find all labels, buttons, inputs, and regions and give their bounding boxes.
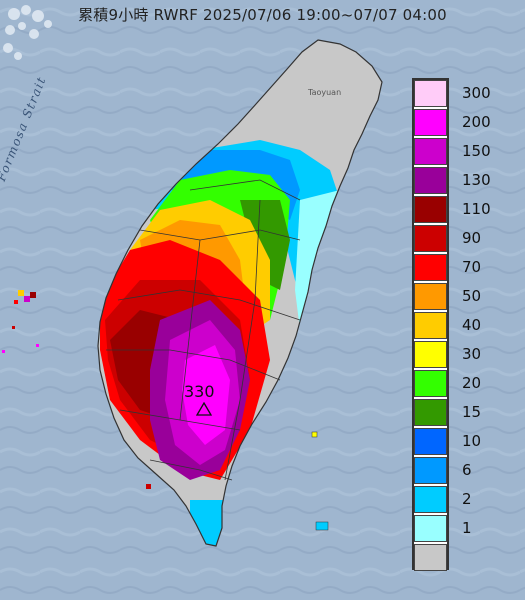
legend-swatch — [414, 515, 447, 542]
legend-swatch — [414, 370, 447, 397]
legend-swatch — [414, 457, 447, 484]
legend-label: 6 — [462, 461, 472, 479]
legend-label: 110 — [462, 200, 491, 218]
legend-swatch — [414, 341, 447, 368]
legend-label: 70 — [462, 258, 482, 276]
legend-label: 130 — [462, 171, 491, 189]
legend-swatch — [414, 109, 447, 136]
legend-label: 200 — [462, 113, 491, 131]
legend-label: 30 — [462, 345, 482, 363]
legend-swatch — [414, 138, 447, 165]
legend-swatch — [414, 486, 447, 513]
legend-label: 150 — [462, 142, 491, 160]
city-label: Taoyuan — [308, 88, 342, 97]
triangle-marker-icon — [196, 402, 212, 416]
max-rainfall-label: 330 — [184, 382, 215, 401]
legend-swatch — [414, 312, 447, 339]
legend-swatch — [414, 399, 447, 426]
legend-swatch — [414, 225, 447, 252]
legend-swatch — [414, 544, 447, 571]
county-boundaries — [106, 179, 301, 481]
legend-swatch — [414, 196, 447, 223]
map-title: 累積9小時 RWRF 2025/07/06 19:00~07/07 04:00 — [78, 6, 447, 24]
legend-label: 15 — [462, 403, 482, 421]
legend-swatch — [414, 428, 447, 455]
legend-label: 10 — [462, 432, 482, 450]
legend-swatch — [414, 167, 447, 194]
legend-swatch — [414, 80, 447, 107]
legend-swatch — [414, 254, 447, 281]
penghu-islands — [2, 290, 39, 353]
rainfall-legend: 300 200 150 130 110 90 70 50 40 30 20 15 10 6 2 1 — [412, 78, 507, 571]
legend-label: 1 — [462, 519, 472, 537]
legend-swatch — [414, 283, 447, 310]
legend-label: 40 — [462, 316, 482, 334]
legend-label: 300 — [462, 84, 491, 102]
eastern-islands — [146, 431, 329, 531]
top-left-speckle — [3, 5, 52, 60]
legend-label: 2 — [462, 490, 472, 508]
legend-label: 50 — [462, 287, 482, 305]
legend-label: 90 — [462, 229, 482, 247]
legend-label: 20 — [462, 374, 482, 392]
